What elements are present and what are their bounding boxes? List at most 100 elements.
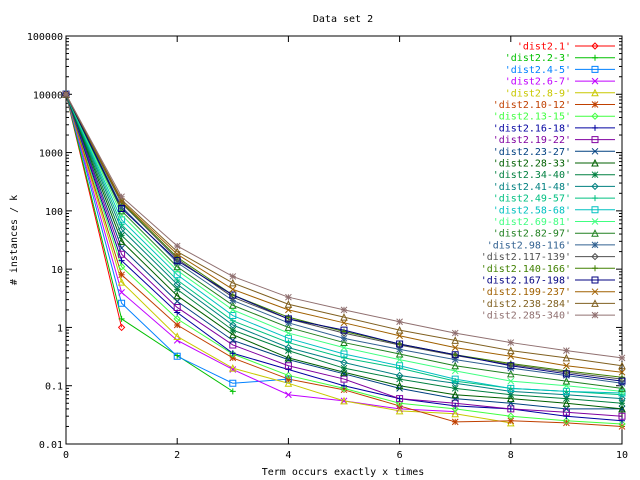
data-point-22 <box>228 278 237 287</box>
data-point-11 <box>563 395 570 402</box>
data-point-13 <box>619 391 625 398</box>
legend-label: 'dist2.167-198' <box>481 276 571 287</box>
data-point-23 <box>396 318 403 326</box>
legend-label: 'dist2.13-15' <box>493 112 571 123</box>
data-point-10 <box>228 330 237 339</box>
data-point-10 <box>395 381 404 390</box>
data-point-21 <box>285 306 292 314</box>
data-point-21 <box>396 332 403 340</box>
x-tick-label: 8 <box>508 450 514 461</box>
data-point-14 <box>284 334 292 342</box>
data-point-15 <box>285 329 292 337</box>
data-point-17 <box>451 356 459 364</box>
data-point-9 <box>173 298 181 305</box>
data-point-11 <box>118 231 125 239</box>
data-point-5 <box>451 418 459 426</box>
legend-marker <box>591 206 599 214</box>
data-point-21 <box>507 352 515 360</box>
data-point-10 <box>284 353 293 362</box>
data-point-9 <box>340 370 348 378</box>
data-point-19 <box>229 292 236 299</box>
data-point-16 <box>340 338 348 347</box>
y-tick-label: 0.1 <box>45 382 63 393</box>
data-point-19 <box>619 374 625 381</box>
x-axis-label: Term occurs exactly x times <box>262 467 425 478</box>
data-point-12 <box>284 343 293 352</box>
data-point-23 <box>451 329 459 337</box>
x-tick-label: 10 <box>616 450 628 461</box>
legend-marker <box>592 265 598 272</box>
legend-marker <box>591 252 599 261</box>
legend-marker <box>591 299 599 307</box>
data-point-21 <box>618 368 626 376</box>
legend-marker <box>591 77 599 85</box>
legend-label: 'dist2.6-7' <box>505 77 571 88</box>
data-point-15 <box>396 356 403 364</box>
data-point-7 <box>507 405 514 412</box>
data-point-10 <box>562 399 571 407</box>
data-point-21 <box>118 198 125 205</box>
legend-label: 'dist2.2-3' <box>505 53 571 64</box>
data-point-12 <box>229 321 237 329</box>
data-point-7 <box>118 257 125 264</box>
legend-marker <box>591 229 599 237</box>
y-tick-label: 100 <box>45 207 63 218</box>
data-point-23 <box>285 293 292 301</box>
data-point-4 <box>395 406 404 415</box>
legend-marker <box>591 288 599 296</box>
data-point-10 <box>506 394 515 403</box>
series-line-1 <box>65 94 234 392</box>
series-line-12 <box>65 94 623 400</box>
data-point-16 <box>228 301 237 309</box>
data-point-20 <box>229 291 237 299</box>
data-point-2 <box>229 379 237 387</box>
data-point-4 <box>340 396 348 405</box>
data-point-14 <box>396 362 404 370</box>
data-point-14 <box>562 387 570 395</box>
data-point-12 <box>562 391 571 399</box>
data-point-20 <box>118 204 126 212</box>
data-point-17 <box>285 319 292 327</box>
data-point-10 <box>618 404 626 413</box>
legend-label: 'dist2.49-57' <box>493 194 571 205</box>
data-point-3 <box>285 391 292 399</box>
data-point-5 <box>173 321 181 329</box>
data-point-8 <box>118 250 126 258</box>
data-point-21 <box>340 319 348 327</box>
data-point-6 <box>284 371 293 380</box>
data-point-21 <box>563 362 570 370</box>
chart-title: Data set 2 <box>313 14 373 25</box>
data-point-22 <box>117 195 126 204</box>
data-point-1 <box>118 315 125 322</box>
data-point-23 <box>229 273 237 280</box>
data-point-22 <box>451 336 460 344</box>
data-point-6 <box>451 405 459 413</box>
data-point-5 <box>340 386 348 394</box>
legend-marker <box>591 241 599 249</box>
data-point-23 <box>507 339 515 346</box>
data-point-15 <box>507 377 515 385</box>
data-point-5 <box>229 354 237 362</box>
data-point-2 <box>173 352 181 360</box>
series-line-8 <box>65 94 623 417</box>
data-point-17 <box>396 346 403 353</box>
legend-marker <box>591 136 599 144</box>
data-point-10 <box>451 390 460 399</box>
data-point-13 <box>563 388 570 395</box>
data-point-14 <box>229 312 237 320</box>
data-point-20 <box>451 351 459 359</box>
legend-label: 'dist2.199-237' <box>481 287 571 298</box>
y-tick-label: 0.01 <box>39 440 63 451</box>
data-point-23 <box>340 306 348 314</box>
legend-label: 'dist2.82-97' <box>493 229 571 240</box>
legend-marker <box>591 276 599 284</box>
legend-label: 'dist2.238-284' <box>481 299 571 310</box>
data-point-12 <box>173 280 181 288</box>
data-point-12 <box>395 371 404 380</box>
data-point-19 <box>285 314 292 321</box>
x-tick-label: 2 <box>174 450 180 461</box>
series-line-4 <box>65 94 511 424</box>
data-point-12 <box>507 387 515 396</box>
data-point-5 <box>563 419 570 427</box>
data-point-2 <box>118 299 126 307</box>
